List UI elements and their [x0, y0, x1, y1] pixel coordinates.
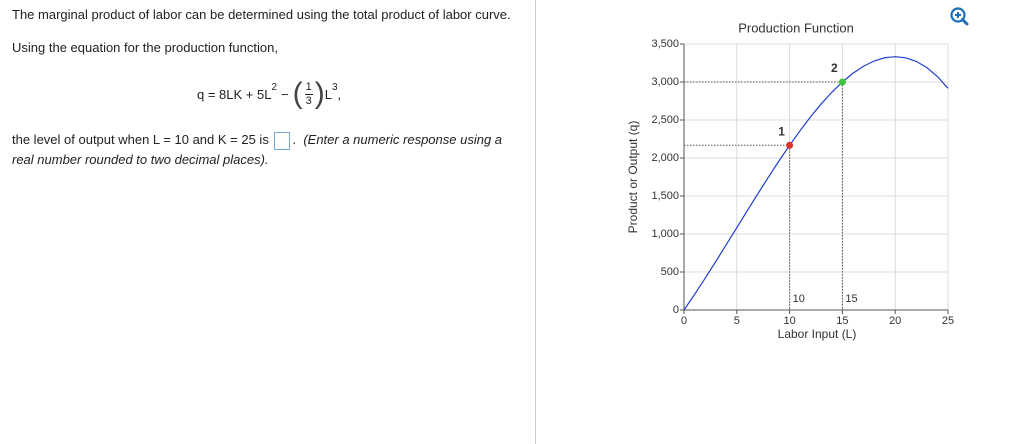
intro-text: The marginal product of labor can be det…	[12, 7, 511, 22]
x-tick-label: 25	[942, 315, 954, 327]
chart-title: Production Function	[738, 20, 854, 35]
guide-x-label: 15	[845, 293, 857, 305]
y-tick-label: 3,000	[651, 76, 679, 88]
x-tick-label: 20	[889, 315, 901, 327]
point-label: 2	[831, 61, 838, 75]
paren: )	[314, 77, 325, 110]
point-label: 1	[778, 124, 785, 138]
question-panel: The marginal product of labor can be det…	[12, 6, 517, 170]
answer-input[interactable]	[274, 131, 291, 150]
y-axis-title: Product or Output (q)	[626, 121, 640, 234]
eq-var: L	[324, 86, 332, 102]
guide-x-label: 10	[793, 293, 805, 305]
y-tick-label: 1,500	[651, 190, 679, 202]
instruction-text: (Enter a numeric response using a real n…	[12, 132, 503, 167]
y-tick-label: 1,000	[651, 228, 679, 240]
eq-lhs: q = 8LK + 5L	[197, 86, 272, 102]
x-axis-title: Labor Input (L)	[778, 327, 857, 341]
x-tick-label: 5	[734, 315, 740, 327]
period: .	[292, 132, 297, 147]
y-tick-label: 500	[661, 266, 679, 278]
divider	[535, 0, 536, 444]
x-tick-label: 10	[783, 315, 795, 327]
paren: (	[292, 77, 303, 110]
lead-text: Using the equation for the production fu…	[12, 40, 278, 55]
y-tick-label: 2,000	[651, 152, 679, 164]
y-tick-label: 3,500	[651, 38, 679, 50]
denominator: 3	[305, 94, 312, 107]
x-tick-label: 15	[836, 315, 848, 327]
production-curve	[683, 56, 949, 311]
eq-end: ,	[337, 86, 342, 102]
x-tick-label: 0	[681, 315, 687, 327]
numerator: 1	[304, 80, 313, 95]
eq-exponent: 2	[271, 81, 278, 93]
prompt-text: the level of output when L = 10 and K = …	[12, 132, 269, 147]
y-tick-label: 2,500	[651, 114, 679, 126]
point	[838, 78, 846, 86]
point	[786, 141, 794, 149]
fraction: 1 3	[304, 80, 313, 108]
y-tick-label: 0	[673, 304, 679, 316]
equation: q = 8LK + 5L 2 − ( 1 3 ) L 3 ,	[197, 72, 517, 116]
zoom-button[interactable]	[950, 7, 969, 26]
eq-minus: −	[281, 86, 289, 102]
eq-exponent: 3	[331, 81, 338, 93]
prompt-block: the level of output when L = 10 and K = …	[12, 130, 517, 170]
